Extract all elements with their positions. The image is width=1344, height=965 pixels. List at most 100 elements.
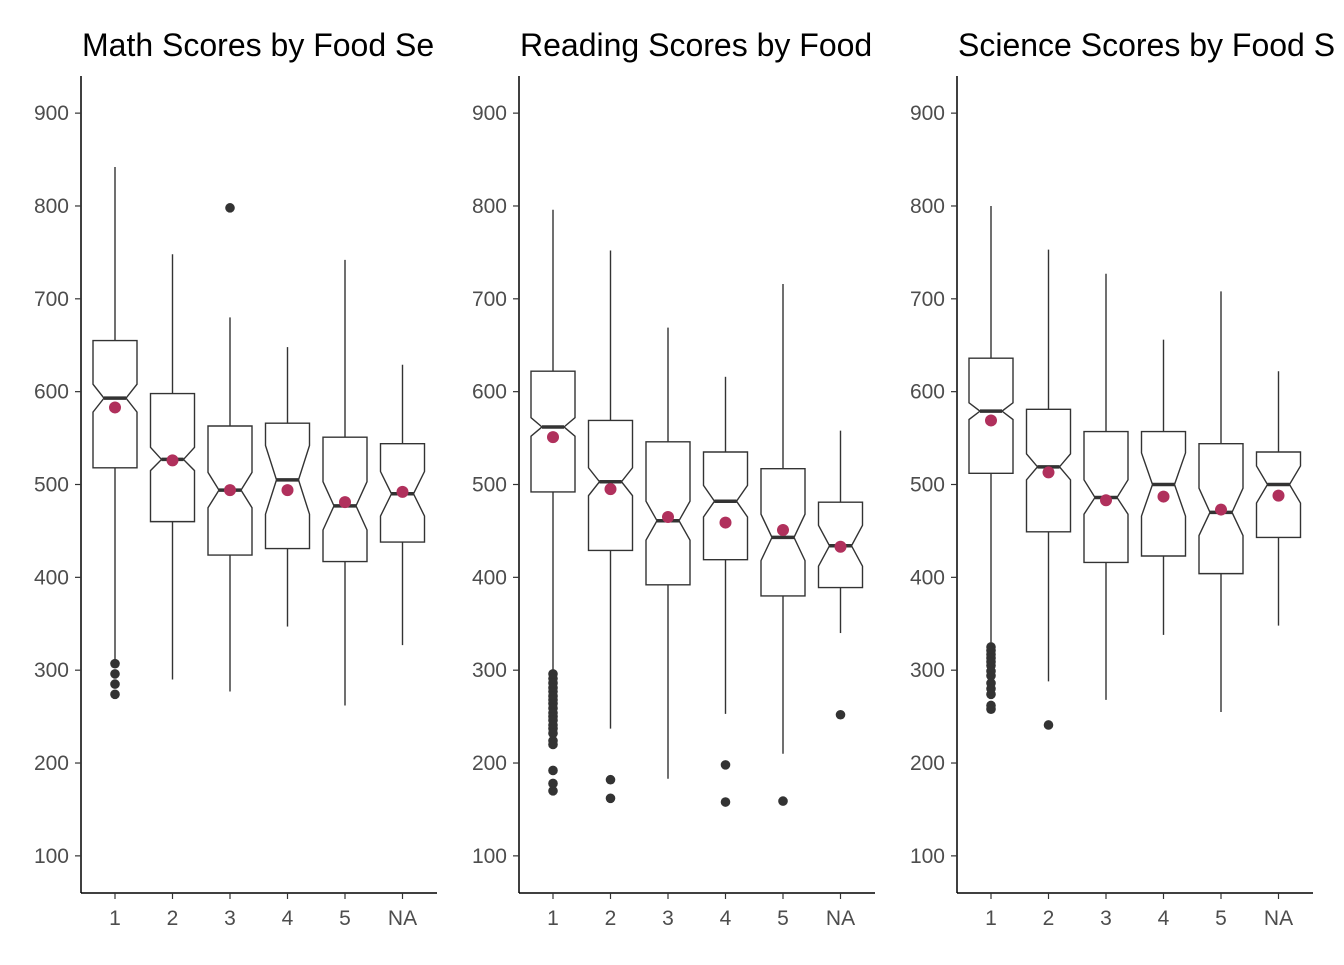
- y-tick-label: 100: [34, 845, 69, 868]
- mean-point: [719, 516, 732, 529]
- y-tick-label: 900: [34, 102, 69, 125]
- y-tick-label: 900: [910, 102, 945, 125]
- mean-point: [166, 454, 179, 467]
- mean-point: [109, 401, 121, 414]
- x-tick-label: 1: [985, 907, 997, 930]
- y-tick-label: 300: [910, 659, 945, 682]
- y-tick-label: 800: [472, 195, 507, 218]
- y-tick-label: 400: [34, 566, 69, 589]
- x-tick-label: 5: [777, 907, 789, 930]
- y-tick-label: 200: [472, 752, 507, 775]
- box-NA: [817, 430, 864, 720]
- y-tick-label: 300: [472, 659, 507, 682]
- y-tick-label: 900: [472, 102, 507, 125]
- y-tick-label: 500: [472, 474, 507, 497]
- x-tick-label: 1: [547, 907, 559, 930]
- mean-point: [224, 484, 236, 497]
- outlier-point: [548, 786, 558, 796]
- box-1: [92, 166, 138, 700]
- mean-point: [1042, 466, 1055, 479]
- outlier-point: [986, 689, 996, 700]
- y-tick-label: 300: [34, 659, 69, 682]
- mean-point: [1157, 490, 1170, 503]
- y-tick-label: 400: [472, 566, 507, 589]
- x-tick-label: 4: [720, 907, 732, 930]
- y-tick-label: 700: [472, 288, 507, 311]
- y-tick-label: 700: [34, 288, 69, 311]
- mean-point: [1215, 503, 1227, 516]
- x-tick-label: 4: [282, 907, 294, 930]
- outlier-point: [986, 670, 996, 681]
- outlier-point: [548, 728, 558, 739]
- mean-point: [339, 496, 351, 509]
- x-tick-label: 1: [109, 907, 121, 930]
- outlier-point: [110, 679, 120, 689]
- mean-point: [281, 484, 294, 497]
- y-tick-label: 600: [910, 381, 945, 404]
- outlier-point: [225, 203, 235, 213]
- notched-box: [702, 451, 749, 561]
- y-tick-label: 500: [910, 474, 945, 497]
- box-4: [264, 347, 311, 627]
- x-tick-label: 2: [167, 907, 179, 930]
- mean-point: [1100, 494, 1112, 507]
- y-tick-label: 100: [910, 845, 945, 868]
- mean-point: [834, 540, 847, 553]
- panel-math: Math Scores by Food Se 100 200 300 400 500 60…: [34, 27, 437, 930]
- mean-point: [604, 483, 617, 496]
- mean-point: [396, 485, 409, 498]
- y-tick-label: 100: [472, 845, 507, 868]
- outlier-point: [110, 658, 120, 669]
- box-NA: [1255, 371, 1302, 626]
- mean-point: [985, 414, 997, 427]
- y-tick-label: 600: [472, 381, 507, 404]
- box-2: [149, 254, 196, 680]
- box-4: [1140, 339, 1187, 635]
- outlier-point: [605, 793, 616, 804]
- x-tick-label: 3: [662, 907, 674, 930]
- box-2: [1025, 249, 1072, 730]
- box-5: [1198, 291, 1244, 712]
- box-3: [1083, 273, 1129, 700]
- x-tick-label: 2: [1043, 907, 1055, 930]
- box-5: [322, 259, 368, 706]
- box-3: [207, 203, 253, 692]
- y-tick-label: 200: [910, 752, 945, 775]
- box-3: [645, 327, 691, 779]
- outlier-point: [720, 797, 731, 807]
- outlier-point: [720, 760, 731, 770]
- outlier-point: [605, 774, 616, 785]
- x-tick-label: 5: [1215, 907, 1227, 930]
- y-tick-label: 500: [34, 474, 69, 497]
- x-tick-label: 2: [605, 907, 617, 930]
- box-NA: [379, 364, 426, 646]
- x-tick-label: 4: [1158, 907, 1170, 930]
- box-1: [968, 205, 1014, 714]
- box-5: [760, 283, 806, 806]
- mean-point: [1272, 489, 1285, 502]
- outlier-point: [986, 704, 996, 714]
- x-tick-label: NA: [388, 907, 417, 930]
- panel-science: Science Scores by Food S 100 200 300 400 500…: [910, 27, 1335, 930]
- outlier-point: [1043, 720, 1054, 730]
- y-tick-label: 200: [34, 752, 69, 775]
- x-tick-label: NA: [826, 907, 855, 930]
- mean-point: [777, 523, 789, 536]
- x-tick-label: 3: [224, 907, 236, 930]
- outlier-point: [548, 765, 558, 776]
- y-tick-label: 600: [34, 381, 69, 404]
- x-tick-label: 3: [1100, 907, 1112, 930]
- outlier-point: [110, 669, 120, 679]
- box-2: [587, 250, 634, 804]
- outlier-point: [110, 689, 120, 700]
- y-tick-label: 800: [34, 195, 69, 218]
- x-tick-label: 5: [339, 907, 351, 930]
- box-4: [702, 376, 749, 807]
- panel-title-reading: Reading Scores by Food: [520, 27, 872, 63]
- outlier-point: [548, 739, 558, 750]
- outlier-point: [835, 709, 846, 720]
- mean-point: [547, 431, 559, 444]
- box-1: [530, 209, 576, 796]
